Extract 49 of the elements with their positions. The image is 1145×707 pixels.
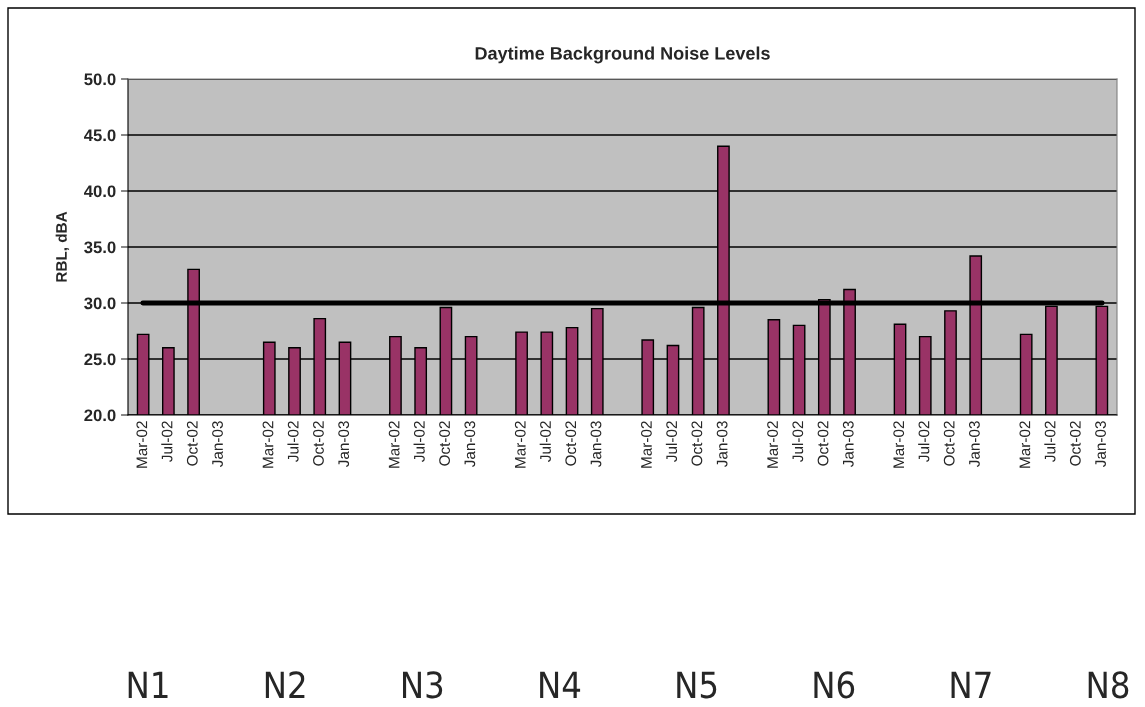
x-tick-label: Mar-02	[767, 421, 778, 468]
x-tick-label: Jul-02	[539, 421, 551, 462]
x-tick-label: Mar-02	[893, 421, 905, 468]
x-tick-label: Oct-02	[817, 421, 829, 466]
y-tick-label: 20.0	[84, 409, 116, 422]
y-tick-label: 50.0	[84, 73, 116, 86]
text: N5	[677, 671, 717, 699]
x-tick-label: Jul-02	[665, 421, 678, 462]
x-tick-label: Oct-02	[943, 421, 955, 466]
x-tick-label: Jan-03	[716, 421, 728, 468]
x-tick-label: Oct-02	[439, 421, 450, 466]
x-tick-label: Oct-02	[565, 421, 577, 466]
text: N4	[540, 671, 581, 698]
text: N1	[128, 671, 168, 698]
x-tick-label: Jul-02	[791, 421, 804, 462]
y-tick-label: 35.0	[84, 241, 116, 254]
text: N3	[403, 671, 443, 699]
x-tick-label: Jan-03	[338, 421, 350, 468]
y-tick-label: 30.0	[84, 297, 116, 310]
x-tick-label: Mar-02	[1019, 421, 1031, 468]
text: N6	[814, 671, 855, 699]
text: N2	[265, 671, 305, 698]
text: N8	[1088, 671, 1129, 699]
x-tick-label: Jul-02	[413, 421, 425, 462]
x-tick-label: Mar-02	[388, 421, 400, 468]
text: N7	[951, 671, 991, 698]
x-tick-label: Jan-03	[969, 421, 980, 468]
x-tick-label: Jul-02	[161, 421, 173, 462]
x-tick-label: Oct-02	[691, 421, 703, 466]
x-tick-label: Jan-03	[1095, 421, 1106, 468]
x-tick-label: Oct-02	[186, 421, 198, 466]
x-tick-label: Oct-02	[1069, 421, 1081, 466]
x-tick-label: Jan-03	[842, 421, 854, 468]
y-tick-label: 25.0	[84, 353, 116, 366]
x-tick-label: Jan-03	[590, 421, 602, 468]
x-tick-label: Jul-02	[918, 421, 930, 462]
x-tick-label: Oct-02	[313, 421, 324, 466]
x-tick-label: Mar-02	[641, 421, 652, 468]
y-tick-label: 40.0	[84, 185, 116, 198]
y-axis-title: RBL, dBA	[55, 211, 70, 282]
x-tick-label: Jan-03	[212, 421, 223, 468]
x-tick-label: Jan-03	[464, 421, 476, 468]
x-tick-label: Mar-02	[262, 421, 274, 468]
chart-title: Daytime Background Noise Levels	[475, 46, 770, 64]
x-tick-label: Mar-02	[136, 421, 148, 468]
x-tick-label: Mar-02	[514, 421, 526, 468]
x-tick-label: Jul-02	[287, 421, 299, 462]
y-tick-label: 45.0	[84, 129, 116, 142]
x-tick-label: Jul-02	[1044, 421, 1056, 462]
